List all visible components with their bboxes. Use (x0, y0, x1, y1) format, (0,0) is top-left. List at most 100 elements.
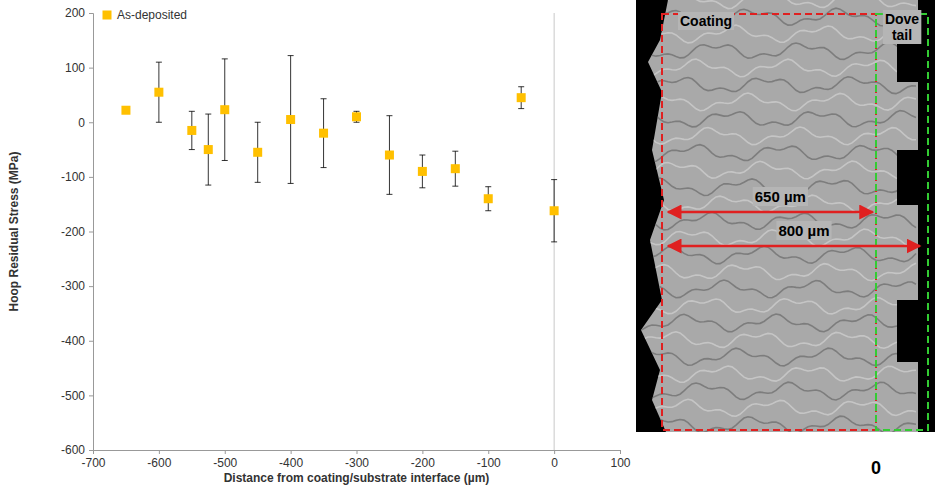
y-axis-title: Hoop Residual Stress (MPa) (7, 151, 21, 311)
y-tick-mark (89, 286, 93, 287)
x-axis: -700-600-500-400-300-200-1000100 (81, 450, 630, 470)
y-tick-mark (89, 177, 93, 178)
point (385, 151, 394, 160)
x-tick: 0 (551, 450, 558, 470)
micrograph: CoatingDovetail800 µm650 µm (636, 0, 935, 434)
legend: As-deposited (103, 8, 188, 22)
x-tick-mark (159, 450, 160, 454)
y-tick-label: -200 (61, 225, 85, 239)
y-axis-line (89, 14, 94, 451)
texture-line (640, 314, 916, 332)
error-bar-cap (551, 241, 557, 242)
error-bar-cap (321, 98, 327, 99)
label-patch (753, 187, 808, 206)
origin-label: 0 (871, 458, 881, 478)
point (154, 88, 163, 97)
point (550, 206, 559, 215)
x-tick-label: -600 (147, 456, 171, 470)
y-tick-mark (89, 68, 93, 69)
texture-line (640, 59, 916, 77)
chart-root: -700-600-500-400-300-200-1000100-600-500… (0, 0, 935, 489)
texture-line (640, 263, 916, 281)
x-tick-label: 0 (551, 456, 558, 470)
dovetail-notch (897, 40, 919, 82)
x-tick-mark (488, 450, 489, 454)
x-tick-mark (357, 450, 358, 454)
y-tick-mark (89, 232, 93, 233)
y-tick-label: -400 (61, 334, 85, 348)
y-tick-label: 200 (65, 6, 85, 20)
error-bar-cap (205, 114, 211, 115)
x-tick-label: -300 (345, 456, 369, 470)
texture-line (640, 298, 916, 314)
x-tick-label: -700 (81, 456, 105, 470)
texture-line (640, 366, 916, 382)
error-bar-cap (518, 86, 524, 87)
dovetail-box (876, 14, 928, 430)
point (451, 164, 460, 173)
error-bar-cap (419, 187, 425, 188)
point (220, 105, 229, 114)
x-tick: -700 (81, 450, 105, 470)
x-tick-mark (422, 450, 423, 454)
texture-line (640, 399, 916, 417)
point (418, 167, 427, 176)
coating-box (662, 14, 876, 430)
x-axis-title: Distance from coating/substrate interfac… (224, 471, 490, 485)
error-bar-cap (419, 155, 425, 156)
error-bar-cap (485, 210, 491, 211)
x-tick-label: -400 (279, 456, 303, 470)
error-bar-cap (156, 62, 162, 63)
error-bar-cap (321, 167, 327, 168)
texture-line (640, 246, 916, 264)
x-tick: -600 (147, 450, 171, 470)
point (187, 126, 196, 135)
error-bar-cap (222, 58, 228, 59)
error-bar-cap (255, 182, 261, 183)
texture-line (640, 127, 916, 145)
point (517, 93, 526, 102)
x-tick-label: -100 (477, 456, 501, 470)
y-tick: -300 (61, 279, 93, 293)
y-tick-mark (89, 395, 93, 396)
x-tick-label: -500 (213, 456, 237, 470)
y-tick: 100 (65, 61, 93, 75)
point (204, 145, 213, 154)
dimension-label: 650 µm (755, 188, 806, 205)
y-tick-label: -300 (61, 279, 85, 293)
x-tick-mark (225, 450, 226, 454)
coating-texture (640, 0, 916, 434)
dimension-label: 800 µm (778, 222, 829, 239)
error-bar-cap (452, 151, 458, 152)
point (352, 112, 361, 121)
point (484, 194, 493, 203)
point (121, 106, 130, 115)
error-bar-cap (452, 186, 458, 187)
error-bar-cap (222, 160, 228, 161)
error-bar-cap (189, 111, 195, 112)
error-bar-cap (288, 183, 294, 184)
point (253, 148, 262, 157)
x-tick: -400 (279, 450, 303, 470)
x-tick: -500 (213, 450, 237, 470)
texture-line (640, 77, 916, 94)
y-tick-mark (89, 341, 93, 342)
error-bar-cap (551, 179, 557, 180)
x-tick-label: 100 (610, 456, 630, 470)
dovetail-notch (897, 150, 919, 205)
texture-line (640, 145, 916, 162)
dimension-arrow (668, 211, 873, 214)
error-bar-cap (205, 185, 211, 186)
region-label: Dovetail (885, 11, 919, 43)
label-patch (883, 10, 921, 44)
plot-marks (121, 56, 558, 242)
x-tick-mark (554, 450, 555, 454)
y-tick-mark (89, 450, 93, 451)
texture-line (640, 280, 916, 298)
dimension-arrow (668, 245, 920, 248)
y-tick: 200 (65, 6, 93, 20)
x-tick: -300 (345, 450, 369, 470)
texture-line (640, 161, 916, 179)
texture-line (640, 110, 916, 126)
y-tick-mark (89, 122, 93, 123)
